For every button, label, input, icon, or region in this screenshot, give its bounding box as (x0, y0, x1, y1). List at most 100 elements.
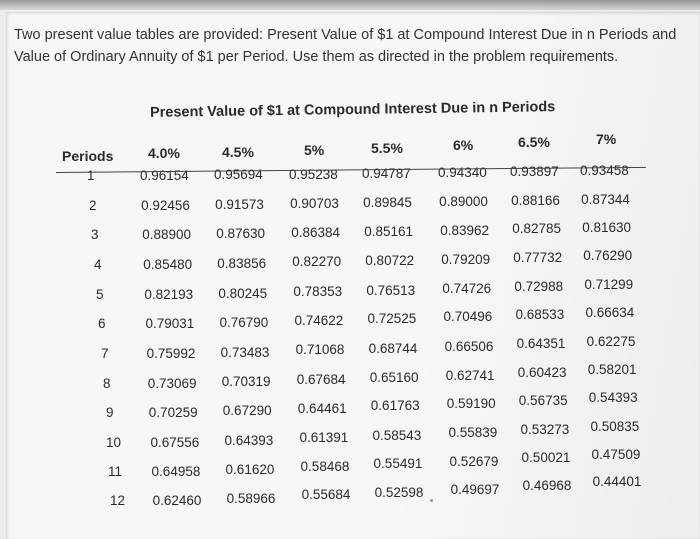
rate-header: 4.0% (148, 145, 180, 161)
table-cell: 0.78353 (293, 284, 343, 299)
table-cell: 0.93897 (510, 164, 559, 179)
table-cell: 0.58201 (587, 362, 637, 378)
rate-header: 5% (304, 142, 325, 158)
period-label: 8 (103, 376, 111, 391)
table-cell: 0.88166 (511, 193, 560, 208)
table-cell: 0.46968 (522, 478, 572, 493)
table-cell: 0.73483 (220, 344, 270, 360)
table-cell: 0.67290 (222, 403, 272, 419)
table-cell: 0.75992 (146, 346, 196, 361)
table-cell: 0.85161 (364, 223, 413, 239)
table-cell: 0.44401 (592, 474, 642, 490)
intro-text: Two present value tables are provided: P… (14, 24, 694, 68)
rate-header: 6% (453, 137, 474, 153)
table-cell: 0.70319 (221, 374, 271, 390)
table-cell: 0.67556 (150, 435, 200, 450)
stray-dot (430, 499, 433, 502)
table-cell: 0.73069 (147, 376, 197, 391)
table-cell: 0.64958 (151, 464, 201, 479)
table-cell: 0.94340 (438, 165, 487, 180)
content-card (6, 12, 700, 539)
table-cell: 0.85480 (143, 257, 193, 272)
table-cell: 0.61620 (225, 461, 275, 477)
table-cell: 0.74622 (294, 312, 344, 328)
table-cell: 0.68533 (515, 307, 565, 322)
table-cell: 0.66506 (444, 338, 494, 354)
table-cell: 0.60423 (517, 365, 567, 380)
table-cell: 0.79031 (145, 316, 195, 331)
table-cell: 0.64351 (516, 336, 566, 351)
table-cell: 0.72525 (367, 311, 417, 327)
table-cell: 0.76513 (366, 282, 416, 298)
top-strip (0, 0, 700, 10)
table-cell: 0.54393 (588, 390, 638, 405)
table-cell: 0.68744 (368, 340, 418, 356)
table-cell: 0.89000 (439, 194, 488, 210)
table-cell: 0.66634 (585, 304, 635, 320)
table-cell: 0.87344 (581, 191, 630, 207)
table-cell: 0.65160 (369, 369, 419, 385)
table-cell: 0.79209 (441, 251, 491, 267)
table-cell: 0.72988 (514, 279, 564, 294)
table-cell: 0.52598 (374, 484, 424, 500)
table-cell: 0.92456 (141, 198, 190, 213)
period-label: 10 (106, 435, 122, 450)
table-cell: 0.81630 (582, 219, 631, 235)
table-cell: 0.71068 (295, 342, 345, 358)
period-label: 5 (96, 287, 104, 302)
table-cell: 0.50021 (521, 450, 571, 465)
table-cell: 0.70496 (443, 309, 493, 325)
table-cell: 0.64461 (297, 400, 347, 416)
period-label: 1 (87, 168, 95, 183)
table-cell: 0.76790 (219, 314, 269, 330)
table-cell: 0.62460 (152, 493, 202, 508)
table-cell: 0.62275 (586, 333, 636, 349)
rate-header: 5.5% (371, 140, 403, 156)
table-cell: 0.64393 (224, 433, 274, 449)
period-label: 9 (106, 405, 114, 420)
table-cell: 0.67684 (296, 371, 346, 387)
table-cell: 0.58468 (300, 458, 350, 474)
period-label: 6 (98, 316, 106, 331)
intro-line-2: Value of Ordinary Annuity of $1 per Peri… (14, 49, 619, 65)
period-label: 4 (94, 257, 102, 272)
table-cell: 0.70259 (148, 405, 198, 420)
periods-header: Periods (62, 148, 114, 164)
table-cell: 0.62741 (445, 367, 495, 383)
table-cell: 0.86384 (291, 224, 340, 240)
intro-line-1: Two present value tables are provided: P… (14, 27, 677, 43)
table-cell: 0.82270 (292, 254, 342, 270)
period-label: 7 (101, 346, 109, 361)
period-label: 12 (110, 493, 126, 508)
table-cell: 0.82785 (512, 221, 561, 236)
table-cell: 0.80722 (365, 253, 415, 269)
table-cell: 0.61763 (370, 398, 420, 414)
table-cell: 0.83856 (217, 255, 267, 271)
period-label: 3 (91, 227, 99, 242)
table-cell: 0.88900 (142, 227, 191, 242)
table-cell: 0.93458 (580, 163, 629, 178)
table-cell: 0.80245 (218, 285, 268, 301)
table-cell: 0.82193 (144, 287, 194, 302)
table-cell: 0.55839 (448, 425, 498, 441)
period-label: 2 (89, 198, 97, 213)
rate-header: 7% (596, 131, 617, 147)
table-cell: 0.87630 (216, 226, 265, 242)
table-cell: 0.53273 (520, 422, 570, 437)
table-cell: 0.47509 (591, 446, 641, 462)
rate-header: 6.5% (518, 134, 550, 150)
rate-header: 4.5% (222, 144, 254, 160)
table-cell: 0.90703 (290, 196, 339, 212)
table-cell: 0.49697 (450, 481, 500, 497)
table-cell: 0.56735 (518, 393, 568, 408)
table-cell: 0.50835 (590, 418, 640, 434)
table-cell: 0.58966 (226, 490, 276, 506)
table-cell: 0.58543 (372, 427, 422, 443)
table-cell: 0.76290 (583, 248, 633, 264)
table-cell: 0.55491 (373, 456, 423, 472)
period-label: 11 (108, 464, 123, 479)
table-cell: 0.55684 (301, 487, 351, 503)
table-cell: 0.89845 (363, 195, 412, 211)
table-cell: 0.83962 (440, 222, 489, 238)
table-cell: 0.77732 (513, 250, 563, 265)
